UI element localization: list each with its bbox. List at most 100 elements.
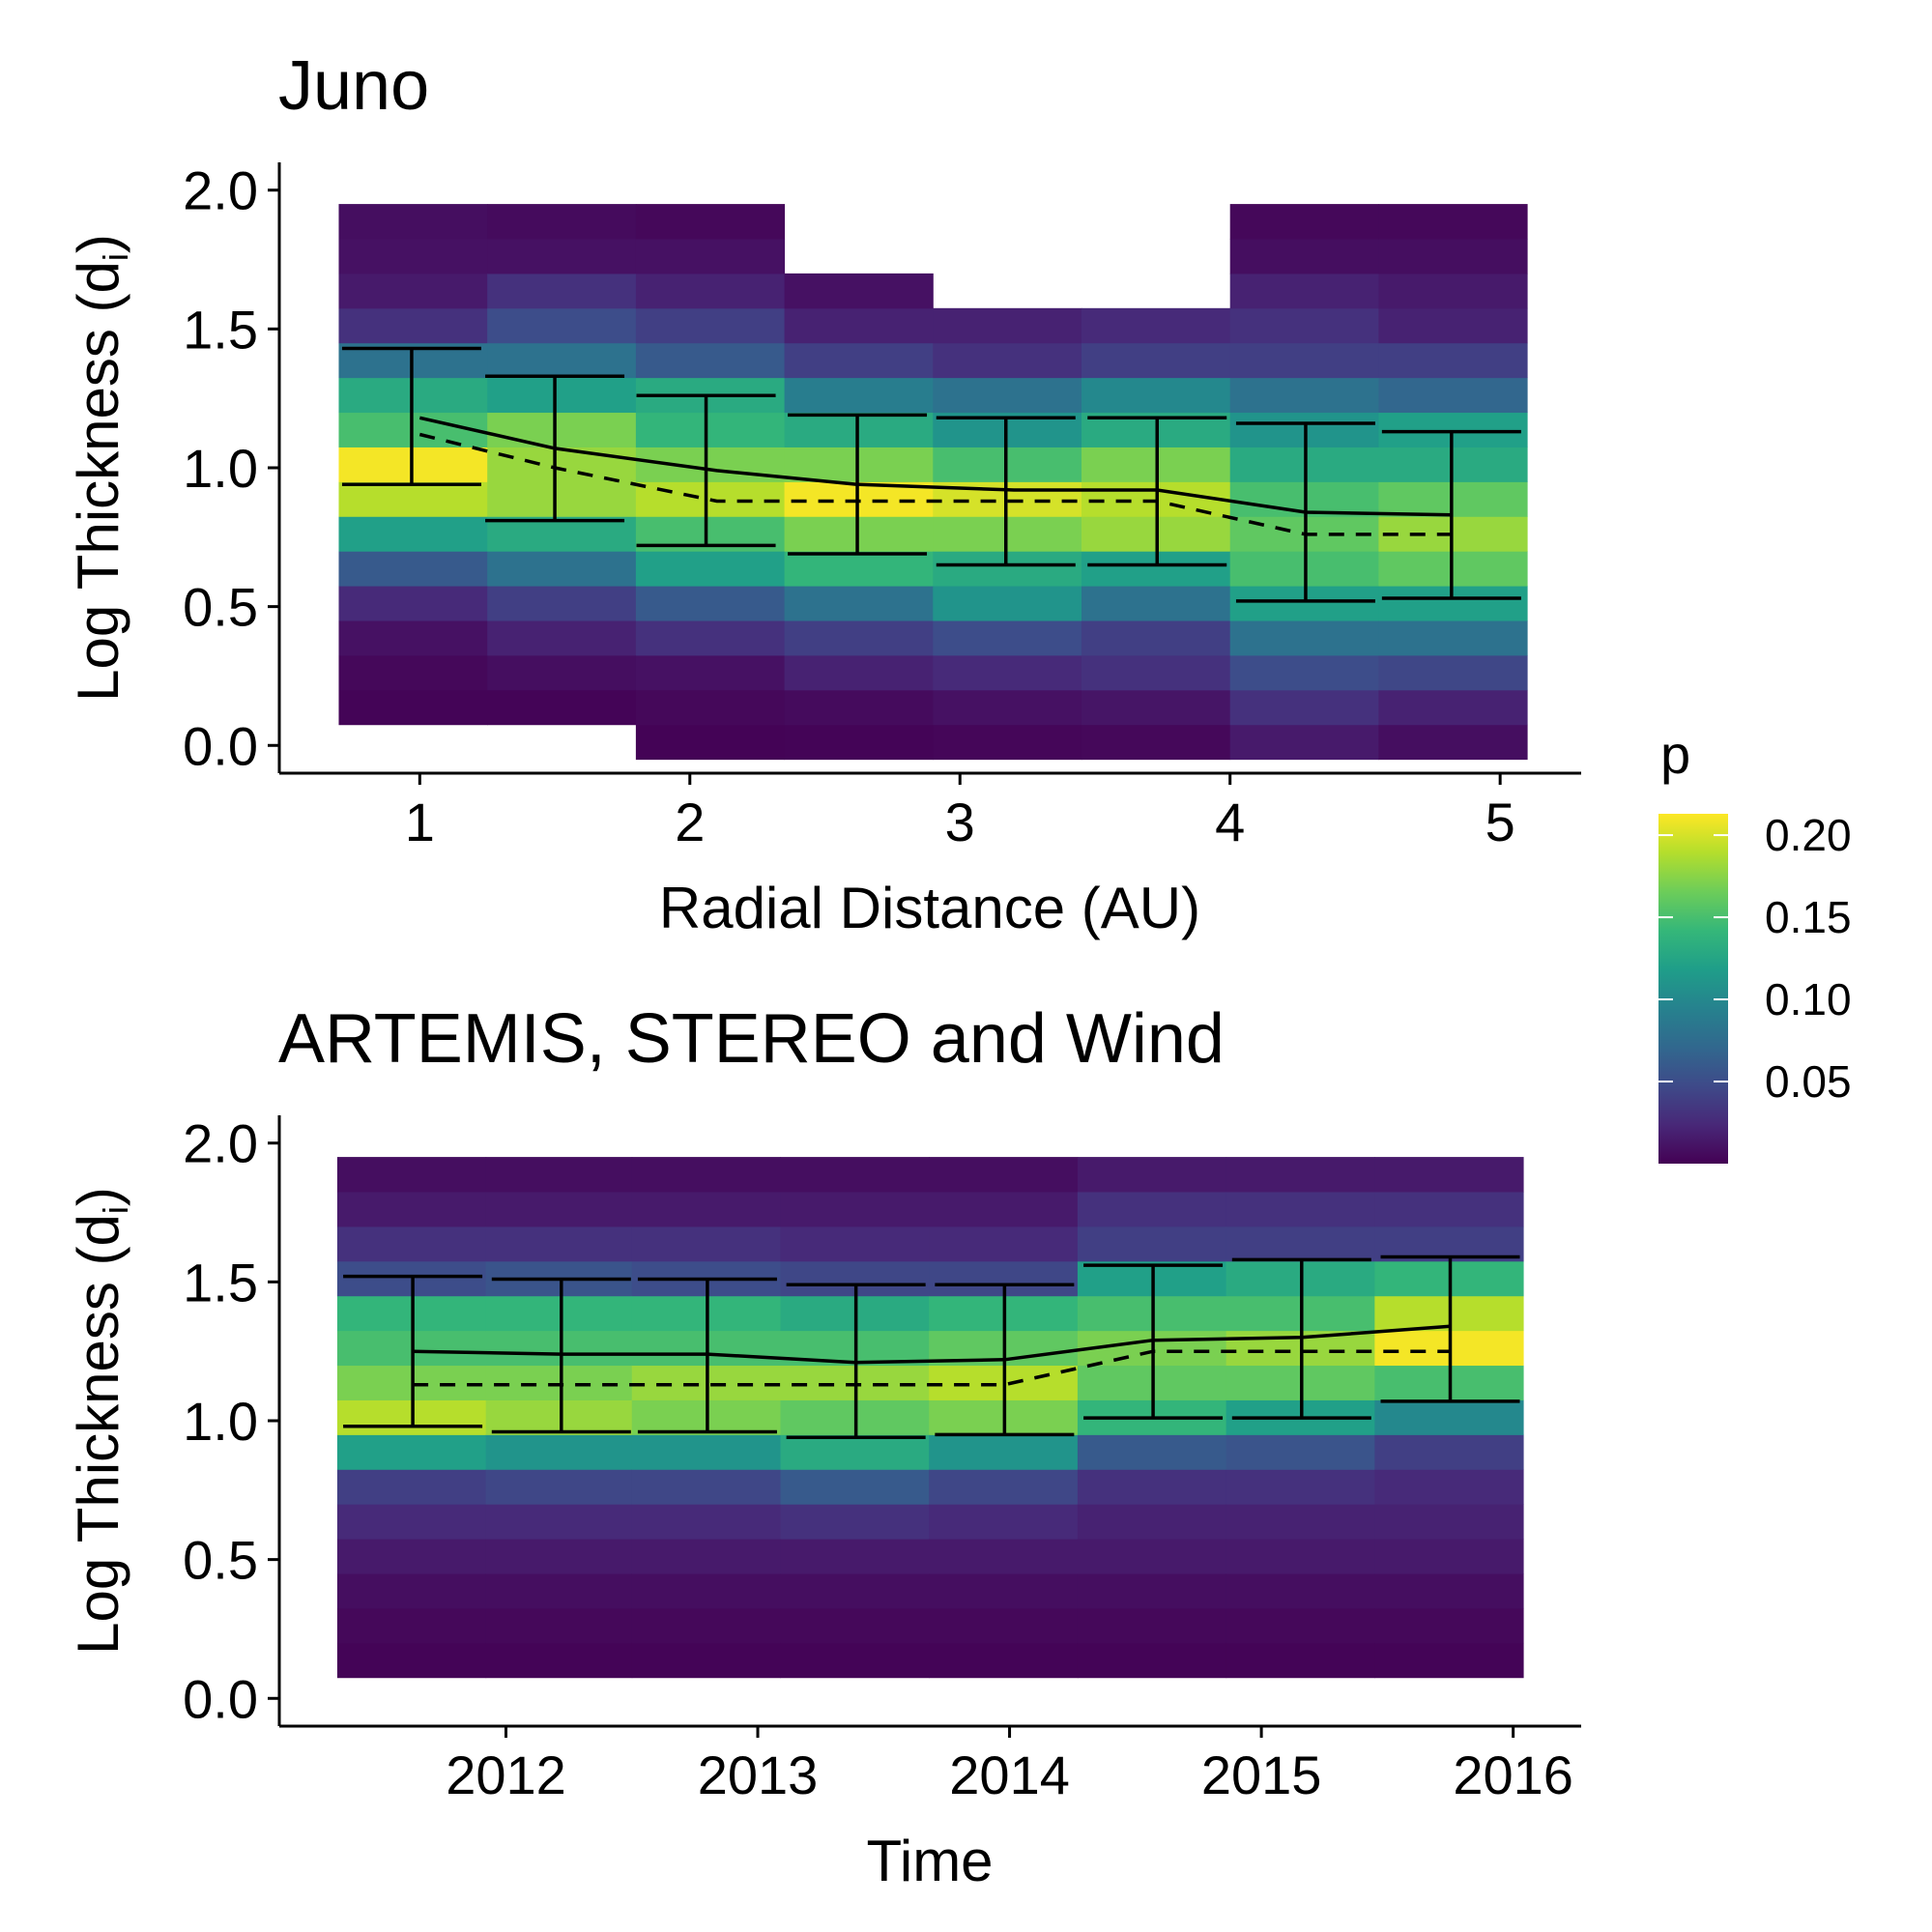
heatmap-cell (487, 551, 637, 587)
heatmap-cell (485, 1539, 633, 1574)
heatmap-cell (485, 1399, 633, 1435)
heatmap-cell (635, 586, 786, 621)
heatmap-cell (933, 377, 1082, 414)
heatmap-cell (338, 654, 488, 691)
median-line (418, 432, 1452, 536)
x-tick-label: 2013 (698, 1745, 819, 1805)
heatmap-cell (1226, 1157, 1375, 1193)
heatmap-cell (1077, 1607, 1227, 1644)
legend-tick-label: 0.20 (1765, 810, 1852, 860)
x-tick-label: 4 (1215, 792, 1245, 852)
heatmap-cell (929, 1642, 1079, 1679)
heatmap-cell (933, 689, 1082, 726)
y-tick-label: 1.5 (183, 1252, 258, 1312)
heatmap-cell (1077, 1192, 1227, 1227)
x-ticks: 2012 2013 2014 2015 2016 (446, 1726, 1573, 1805)
heatmap-cell (487, 516, 637, 552)
heatmap-cell (485, 1226, 633, 1262)
heatmap-cell (784, 620, 934, 656)
chart-title: ARTEMIS, STEREO and Wind (278, 1000, 1225, 1078)
y-tick-label: 0.0 (183, 1668, 258, 1729)
heatmap-cell (1374, 1504, 1524, 1540)
heatmap-cell (487, 273, 637, 309)
heatmap-cell (929, 1607, 1079, 1644)
x-tick-label: 5 (1485, 792, 1515, 852)
median-line (413, 1349, 1451, 1387)
x-tick-label: 3 (945, 792, 975, 852)
heatmap-cell (933, 724, 1082, 761)
x-tick-label: 2014 (949, 1745, 1070, 1805)
heatmap-cell (631, 1642, 781, 1679)
heatmap-cell (1081, 586, 1231, 621)
legend-tick-label: 0.10 (1765, 974, 1852, 1024)
heatmap-cell (1378, 724, 1528, 761)
y-tick-label: 0.5 (183, 577, 258, 638)
heatmap-cell (1374, 1434, 1524, 1470)
heatmap-cell (933, 586, 1082, 621)
heatmap-cell (780, 1573, 930, 1609)
heatmap-cell (1229, 654, 1379, 691)
heatmap-cell (485, 1295, 633, 1332)
heatmap-cell (784, 724, 934, 761)
heatmap-cell (631, 1573, 781, 1609)
heatmap-cell (336, 1157, 487, 1193)
heatmap-cell (929, 1504, 1079, 1540)
heatmap-cell (338, 516, 488, 552)
x-tick-label: 1 (405, 792, 435, 852)
heatmap-cell (1226, 1642, 1375, 1679)
x-ticks: 1 2 3 4 5 (405, 773, 1515, 852)
heatmap-cell (784, 586, 934, 621)
heatmap-cell (487, 481, 637, 517)
heatmap-cell (631, 1434, 781, 1470)
heatmap-cell (780, 1226, 930, 1262)
heatmap-cell (933, 620, 1082, 656)
heatmap-cell (1077, 1434, 1227, 1470)
heatmap-cell (635, 689, 786, 726)
heatmap-cell (780, 1607, 930, 1644)
heatmap-cell (635, 447, 786, 482)
heatmap-cell (1229, 724, 1379, 761)
heatmap-cell (929, 1157, 1079, 1193)
heatmap-cell (336, 1226, 487, 1262)
heatmap-cell (635, 412, 786, 447)
heatmap-cell (1077, 1539, 1227, 1574)
heatmap-cell (1374, 1539, 1524, 1574)
heatmap-cell (929, 1226, 1079, 1262)
heatmap-cell (1374, 1399, 1524, 1435)
heatmap-cell (784, 377, 934, 414)
error-bars (343, 1254, 1520, 1439)
heatmap-cell (784, 307, 934, 344)
heatmap-cell (1077, 1469, 1227, 1505)
heatmap-cell (1374, 1157, 1524, 1193)
heatmap-cell (336, 1539, 487, 1574)
heatmap-cell (1226, 1539, 1375, 1574)
heatmap-cell (780, 1469, 930, 1505)
y-tick-label: 1.5 (183, 299, 258, 360)
heatmap-cell (635, 307, 786, 344)
colorbar (1658, 814, 1728, 1164)
heatmap-cell (1226, 1607, 1375, 1644)
heatmap-cell (485, 1504, 633, 1540)
heatmap-cell (487, 239, 637, 274)
y-ticks: 0.0 0.5 1.0 1.5 2.0 (183, 1113, 279, 1729)
heatmap-cell (929, 1192, 1079, 1227)
heatmap-cells (336, 1157, 1524, 1679)
y-axis-label: Log Thickness (di) (66, 234, 135, 702)
heatmap-cell (1229, 342, 1379, 379)
legend-title: p (1660, 724, 1690, 785)
heatmap-cell (1374, 1469, 1524, 1505)
heatmap-cell (487, 204, 637, 240)
heatmap-cell (1081, 377, 1231, 414)
heatmap-cell (1229, 204, 1379, 240)
heatmap-cell (485, 1607, 633, 1644)
heatmap-cell (1229, 377, 1379, 414)
heatmap-cell (933, 342, 1082, 379)
heatmap-cell (338, 307, 488, 344)
heatmap-cell (485, 1192, 633, 1227)
x-tick-label: 2012 (446, 1745, 566, 1805)
heatmap-cell (487, 342, 637, 379)
x-tick-label: 2 (675, 792, 705, 852)
heatmap-cell (338, 273, 488, 309)
heatmap-cell (631, 1504, 781, 1540)
heatmap-cell (487, 620, 637, 656)
